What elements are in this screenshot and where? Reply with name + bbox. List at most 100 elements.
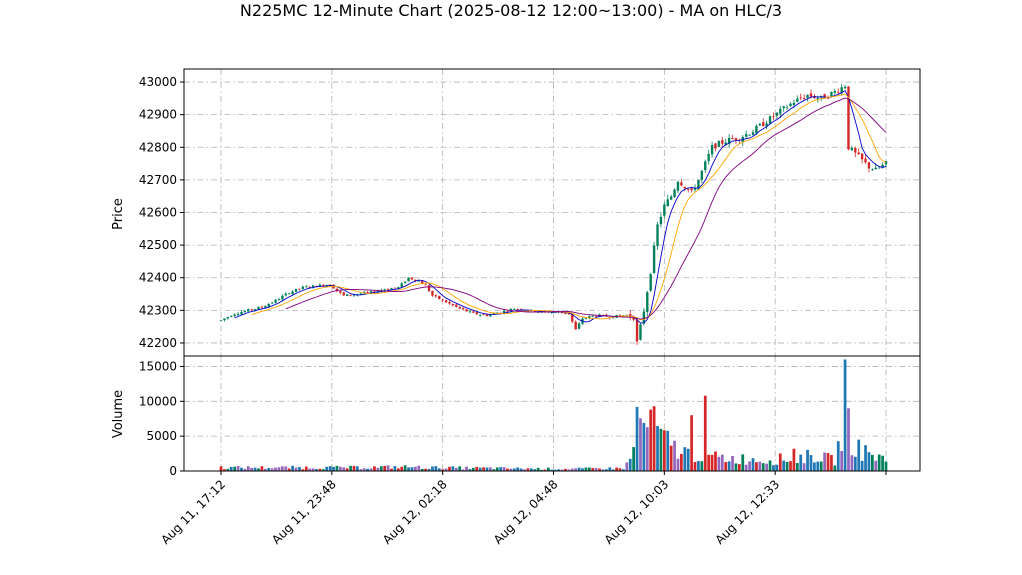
candle-body	[270, 302, 274, 304]
volume-bar	[594, 468, 598, 471]
volume-bar	[229, 466, 233, 471]
candle-body	[516, 308, 519, 310]
volume-bar	[260, 466, 264, 471]
candle-body	[502, 310, 506, 313]
volume-bar	[482, 467, 485, 471]
candle-body	[571, 314, 574, 322]
candle-body	[465, 309, 468, 312]
volume-bar	[761, 463, 765, 471]
volume-bar	[414, 466, 417, 471]
volume-bar	[352, 465, 356, 471]
candle-body	[588, 316, 591, 319]
volume-bar	[383, 465, 387, 471]
volume-bar	[833, 465, 837, 471]
volume-bar	[884, 461, 888, 471]
volume-bar	[243, 468, 247, 471]
volume-bar	[461, 469, 465, 471]
candle-body	[386, 289, 390, 291]
volume-bar	[584, 467, 588, 471]
volume-bar	[676, 458, 680, 471]
volume-bar	[236, 465, 240, 471]
volume-bar	[437, 468, 441, 471]
volume-bar	[751, 458, 755, 471]
volume-bar	[564, 468, 567, 471]
volume-bars	[219, 359, 888, 471]
candle-body	[298, 288, 301, 290]
volume-bar	[434, 466, 438, 471]
volume-bar	[737, 464, 741, 471]
volume-bar	[795, 463, 799, 471]
candle-body	[390, 288, 393, 290]
volume-bar	[369, 468, 373, 471]
volume-bar	[618, 468, 622, 471]
volume-bar	[267, 468, 271, 471]
candle-body	[758, 123, 762, 126]
price-y-tick-label: 43000	[139, 75, 177, 89]
candle-body	[322, 284, 325, 287]
volume-bar	[417, 465, 421, 471]
candle-body	[223, 318, 226, 321]
candle-body	[247, 309, 250, 312]
volume-bar	[311, 468, 315, 471]
volume-bar	[471, 467, 475, 471]
volume-bar	[475, 466, 479, 471]
candle-body	[349, 294, 352, 296]
candle-body	[421, 280, 424, 285]
candle-body	[663, 204, 666, 216]
price-y-tick-label: 42200	[139, 336, 177, 350]
volume-bar	[741, 454, 745, 471]
volume-bar	[782, 460, 786, 471]
volume-bar	[315, 469, 318, 471]
volume-bar	[598, 468, 601, 471]
candle-body	[697, 179, 700, 190]
volume-bar	[806, 449, 809, 471]
candle-body	[748, 134, 751, 136]
candle-body	[632, 316, 635, 320]
volume-bar	[830, 455, 833, 471]
candle-body	[438, 295, 441, 300]
candle-body	[560, 312, 564, 314]
candle-body	[485, 314, 489, 317]
candle-body	[809, 93, 813, 97]
x-tick-label: Aug 12, 10:03	[602, 477, 672, 547]
candle-body	[768, 116, 772, 124]
volume-bar	[495, 467, 499, 471]
candle-body	[301, 286, 305, 289]
candle-body	[352, 294, 356, 296]
volume-bar	[628, 458, 632, 471]
volume-bar	[857, 439, 861, 471]
volume-bar	[274, 467, 277, 471]
x-ticks: Aug 11, 17:12 Aug 11, 23:48 Aug 12, 02:18 A…	[158, 471, 887, 547]
volume-bar	[772, 465, 775, 471]
candle-body	[472, 311, 475, 313]
price-y-tick-label: 42900	[139, 108, 177, 122]
candle-body	[874, 167, 877, 170]
candle-body	[591, 315, 594, 317]
candle-body	[305, 286, 308, 288]
volume-bar	[246, 466, 250, 471]
volume-bar	[659, 428, 663, 471]
volume-bar	[335, 465, 339, 471]
candle-body	[833, 91, 837, 93]
volume-bar	[512, 468, 516, 471]
volume-grid	[184, 356, 920, 471]
volume-bar	[720, 454, 724, 471]
volume-bar	[519, 468, 523, 471]
candle-body	[700, 170, 704, 180]
x-tick-label: Aug 11, 23:48	[269, 477, 339, 547]
volume-bar	[666, 430, 670, 471]
volume-bar	[277, 467, 281, 471]
volume-bar	[744, 464, 748, 471]
volume-bar	[853, 456, 857, 471]
volume-bar	[864, 445, 867, 471]
volume-bar	[727, 461, 731, 471]
volume-bar	[529, 468, 533, 471]
candle-body	[328, 284, 332, 286]
candle-body	[397, 287, 400, 289]
volume-bar	[441, 469, 445, 471]
volume-bar	[240, 467, 243, 471]
volume-bar	[373, 466, 376, 471]
volume-bar	[502, 467, 506, 471]
candle-body	[823, 94, 826, 99]
volume-bar	[233, 466, 237, 471]
